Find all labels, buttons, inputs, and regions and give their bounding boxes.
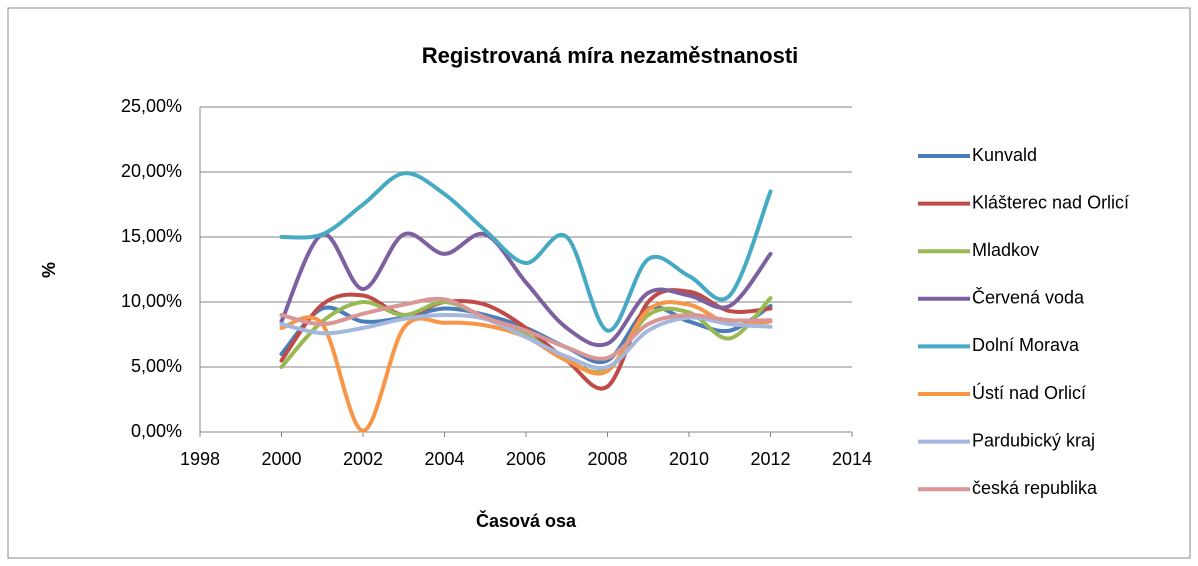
y-tick-label: 25,00% (121, 96, 182, 116)
y-tick-label: 5,00% (131, 356, 182, 376)
chart-border (7, 7, 1191, 559)
x-tick-label: 2006 (506, 449, 546, 469)
legend-label: Klášterec nad Orlicí (972, 192, 1129, 212)
y-tick-label: 10,00% (121, 291, 182, 311)
legend-label: Dolní Morava (972, 335, 1080, 355)
legend-label: Červená voda (972, 287, 1085, 308)
data-line (279, 296, 773, 361)
data-line (279, 231, 773, 348)
chart-title: Registrovaná míra nezaměstnanosti (422, 43, 799, 68)
x-tick-label: 2014 (832, 449, 872, 469)
legend-label: Kunvald (972, 145, 1037, 165)
y-tick-label: 20,00% (121, 161, 182, 181)
legend-label: Mladkov (972, 240, 1039, 260)
x-tick-label: 2000 (261, 449, 301, 469)
x-tick-label: 1998 (180, 449, 220, 469)
x-tick-label: 2008 (587, 449, 627, 469)
x-tick-label: 2012 (750, 449, 790, 469)
y-tick-label: 0,00% (131, 421, 182, 441)
data-line (279, 296, 773, 375)
data-line (279, 171, 773, 333)
y-tick-label: 15,00% (121, 226, 182, 246)
legend-label: Pardubický kraj (972, 430, 1095, 450)
x-tick-label: 2010 (669, 449, 709, 469)
data-line (279, 288, 773, 391)
x-tick-label: 2004 (424, 449, 464, 469)
data-line (279, 312, 773, 371)
x-axis-title: Časová osa (476, 510, 577, 531)
y-axis-title: % (39, 262, 59, 278)
legend-label: česká republika (972, 478, 1098, 498)
x-tick-label: 2002 (343, 449, 383, 469)
legend-label: Ústí nad Orlicí (972, 382, 1086, 403)
